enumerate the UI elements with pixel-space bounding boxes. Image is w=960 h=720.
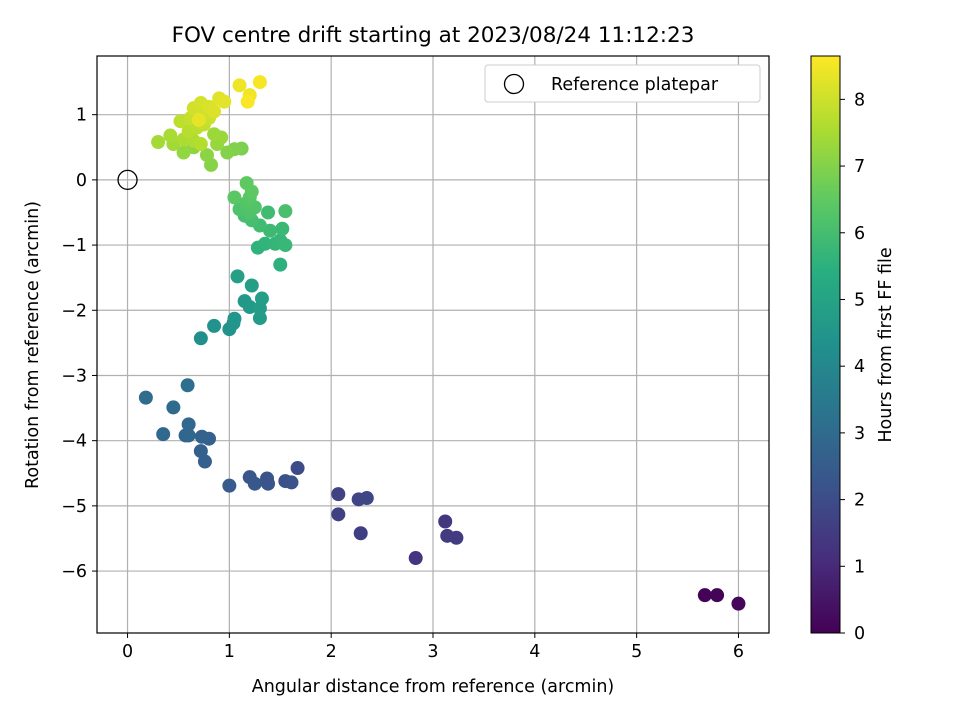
x-tick-label: 4	[529, 642, 540, 662]
x-axis-ticks: 0 1 2 3 4 5 6	[122, 633, 744, 662]
data-point	[217, 94, 232, 109]
data-point	[273, 257, 288, 272]
data-point	[207, 318, 222, 333]
y-tick-label: 0	[76, 171, 87, 191]
data-point	[166, 400, 181, 415]
chart-title: FOV centre drift starting at 2023/08/24 …	[172, 23, 695, 48]
colorbar-tick-label: 8	[854, 90, 865, 110]
data-point	[258, 236, 272, 251]
data-point	[731, 596, 746, 611]
data-point	[199, 148, 214, 163]
colorbar-ticks: 0 1 2 3 4 5 6 7 8	[840, 90, 865, 644]
data-point	[138, 390, 153, 405]
y-tick-label: −2	[61, 301, 87, 321]
data-point	[151, 135, 166, 150]
data-point	[247, 476, 262, 491]
colorbar-tick-label: 5	[854, 290, 865, 310]
data-point	[359, 491, 374, 506]
colorbar-tick-label: 0	[854, 624, 865, 644]
data-point	[449, 530, 464, 545]
data-point	[242, 300, 257, 315]
x-axis-label: Angular distance from reference (arcmin)	[252, 677, 615, 697]
colorbar-tick-label: 6	[854, 224, 865, 244]
data-point	[163, 128, 178, 143]
colorbar-label: Hours from first FF file	[876, 247, 896, 442]
data-point	[278, 238, 293, 253]
y-tick-label: 1	[76, 106, 87, 126]
legend-box	[484, 64, 761, 103]
data-point	[710, 588, 725, 603]
data-point	[254, 291, 269, 306]
grid-lines	[97, 56, 769, 633]
data-point	[222, 478, 237, 493]
data-point	[193, 331, 208, 346]
data-point	[207, 104, 222, 119]
data-point	[408, 551, 423, 566]
data-points	[117, 75, 746, 611]
legend: Reference platepar	[484, 64, 761, 103]
y-axis-ticks: 1 0 −1 −2 −3 −4 −5 −6	[61, 106, 97, 582]
data-point	[194, 429, 209, 444]
data-point	[181, 417, 196, 432]
data-point	[275, 221, 290, 236]
reference-platepar-marker	[117, 169, 138, 191]
data-point	[220, 145, 235, 160]
x-tick-label: 1	[224, 642, 235, 662]
data-point	[227, 190, 242, 205]
x-tick-label: 2	[326, 642, 337, 662]
data-point	[252, 75, 267, 90]
data-point	[240, 94, 255, 109]
data-point	[176, 145, 191, 160]
data-point	[331, 487, 346, 502]
y-axis-label: Rotation from reference (arcmin)	[23, 201, 43, 489]
colorbar-tick-label: 4	[854, 357, 865, 377]
y-tick-label: −5	[61, 497, 87, 517]
x-tick-label: 3	[427, 642, 438, 662]
data-point	[261, 205, 276, 220]
data-point	[244, 278, 259, 293]
colorbar: 0 1 2 3 4 5 6 7 8 Hours from first FF file	[810, 55, 896, 644]
data-point	[193, 444, 208, 459]
data-point	[252, 311, 267, 326]
y-tick-label: −1	[61, 236, 87, 256]
y-tick-label: −3	[61, 366, 87, 386]
data-point	[191, 112, 206, 127]
data-point	[227, 311, 242, 326]
data-point	[232, 78, 247, 93]
data-point	[207, 127, 222, 142]
data-point	[156, 427, 171, 442]
data-point	[278, 204, 293, 219]
data-point	[239, 176, 254, 191]
y-tick-label: −6	[61, 562, 87, 582]
data-point	[181, 428, 196, 443]
data-point	[261, 476, 276, 491]
colorbar-tick-label: 2	[854, 491, 865, 511]
data-point	[438, 514, 453, 529]
data-point	[230, 269, 245, 284]
legend-label: Reference platepar	[551, 75, 719, 95]
colorbar-tick-label: 3	[854, 424, 865, 444]
x-tick-label: 0	[122, 642, 133, 662]
colorbar-gradient	[810, 55, 841, 634]
legend-open-circle-marker	[503, 73, 525, 95]
data-point	[180, 378, 195, 393]
colorbar-tick-label: 7	[854, 157, 865, 177]
x-tick-label: 6	[733, 642, 744, 662]
data-point	[193, 137, 208, 152]
x-tick-label: 5	[631, 642, 642, 662]
data-point	[353, 526, 368, 541]
data-point	[290, 461, 305, 476]
data-point	[697, 588, 712, 603]
data-point	[284, 475, 299, 490]
y-tick-label: −4	[61, 432, 87, 452]
colorbar-tick-label: 1	[854, 557, 865, 577]
data-point	[331, 507, 346, 522]
